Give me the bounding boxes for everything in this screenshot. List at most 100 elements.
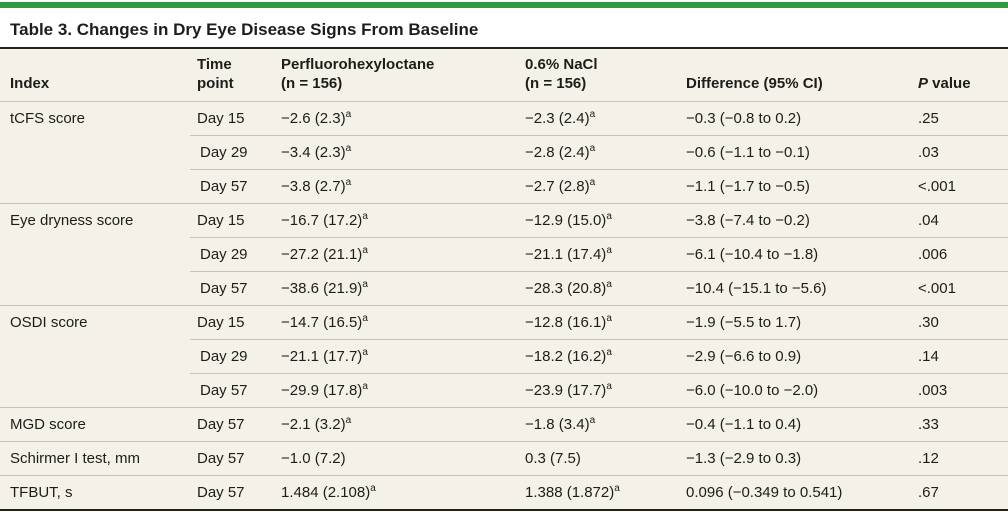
drug-value-cell: −2.6 (2.3)a (274, 101, 518, 136)
p-value-cell: .25 (911, 101, 1008, 136)
time-point-cell: Day 57 (190, 169, 274, 204)
index-cell: Schirmer I test, mm (0, 441, 190, 476)
table-row: OSDI score Day 15 −14.7 (16.5)a −12.8 (16.1… (0, 305, 1008, 408)
p-value-cell: .03 (911, 135, 1008, 170)
time-point-cell: Day 57 (190, 441, 274, 476)
drug-value-cell: −3.8 (2.7)a (274, 169, 518, 204)
p-value-cell: .12 (911, 441, 1008, 476)
time-point-cell: Day 29 (190, 135, 274, 170)
table-row: Day 29 −3.4 (2.3)a −2.8 (2.4)a −0.6 (−1.1 t… (0, 135, 1008, 170)
footnote-marker: a (362, 381, 368, 392)
col-header-time-point: Time point (197, 56, 234, 92)
footnote-marker: a (589, 415, 596, 426)
control-value-cell: −2.7 (2.8)a (518, 169, 679, 204)
drug-value-cell: −1.0 (7.2) (274, 441, 518, 476)
difference-cell: −6.0 (−10.0 to −2.0) (679, 373, 911, 408)
time-point-cell: Day 15 (190, 305, 274, 340)
time-point-cell: Day 57 (190, 407, 274, 442)
time-point-cell: Day 57 (190, 475, 274, 510)
footnote-marker: a (345, 415, 352, 426)
footnote-marker: a (345, 143, 352, 154)
p-value-header-rest: value (928, 75, 971, 92)
footnote-marker: a (589, 143, 596, 154)
p-value-cell: <.001 (911, 169, 1008, 204)
index-cell: MGD score (0, 407, 190, 442)
difference-cell: −10.4 (−15.1 to −5.6) (679, 271, 911, 306)
table-body: tCFS score Day 15 −2.6 (2.3)a −2.3 (2.4)a −0… (0, 101, 1008, 510)
control-value-cell: −23.9 (17.7)a (518, 373, 679, 408)
drug-value-cell: −16.7 (17.2)a (274, 203, 518, 238)
difference-cell: −1.1 (−1.7 to −0.5) (679, 169, 911, 204)
table-row: Eye dryness score Day 15 −16.7 (17.2)a −12.… (0, 203, 1008, 306)
footnote-marker: a (362, 347, 368, 358)
footnote-marker: a (345, 177, 352, 188)
p-value-cell: .003 (911, 373, 1008, 408)
table-row: Day 57 −29.9 (17.8)a −23.9 (17.7)a −6.0 (−1… (0, 373, 1008, 408)
footnote-marker: a (606, 381, 612, 392)
drug-value-cell: −29.9 (17.8)a (274, 373, 518, 408)
footnote-marker: a (362, 211, 368, 222)
difference-cell: −0.6 (−1.1 to −0.1) (679, 135, 911, 170)
control-value-cell: −28.3 (20.8)a (518, 271, 679, 306)
difference-cell: −3.8 (−7.4 to −0.2) (679, 203, 911, 238)
footnote-marker: a (370, 483, 376, 494)
difference-cell: −0.3 (−0.8 to 0.2) (679, 101, 911, 136)
p-value-cell: .33 (911, 407, 1008, 442)
time-point-cell: Day 57 (190, 373, 274, 408)
difference-cell: −2.9 (−6.6 to 0.9) (679, 339, 911, 374)
footnote-marker: a (614, 483, 620, 494)
time-point-cell: Day 15 (190, 101, 274, 136)
p-value-cell: <.001 (911, 271, 1008, 306)
drug-value-cell: 1.484 (2.108)a (274, 475, 518, 510)
p-value-header-italic: P (918, 75, 929, 92)
p-value-cell: .006 (911, 237, 1008, 272)
difference-cell: 0.096 (−0.349 to 0.541) (679, 475, 911, 510)
drug-value-cell: −27.2 (21.1)a (274, 237, 518, 272)
footnote-marker: a (606, 313, 612, 324)
control-value-cell: −2.8 (2.4)a (518, 135, 679, 170)
col-header-difference: Difference (95% CI) (686, 75, 823, 92)
p-value-cell: .14 (911, 339, 1008, 374)
control-value-cell: −18.2 (16.2)a (518, 339, 679, 374)
col-header-index: Index (10, 75, 50, 92)
time-point-cell: Day 57 (190, 271, 274, 306)
table-row: Schirmer I test, mm Day 57 −1.0 (7.2) 0.3 (… (0, 441, 1008, 476)
footnote-marker: a (606, 279, 612, 290)
index-cell: tCFS score (0, 101, 190, 204)
col-header-perfluorohexyloctane: Perfluorohexyloctane (n = 156) (281, 56, 435, 92)
col-header-nacl: 0.6% NaCl (n = 156) (525, 56, 598, 92)
footnote-marker: a (606, 347, 612, 358)
index-cell: TFBUT, s (0, 475, 190, 510)
footnote-marker: a (362, 313, 368, 324)
results-table: Index Time point Perfluorohexyloctane (n… (0, 47, 1008, 511)
time-point-cell: Day 15 (190, 203, 274, 238)
index-cell: Eye dryness score (0, 203, 190, 306)
header-row: Index Time point Perfluorohexyloctane (n… (0, 48, 1008, 102)
drug-value-cell: −3.4 (2.3)a (274, 135, 518, 170)
footnote-marker: a (589, 177, 596, 188)
time-point-cell: Day 29 (190, 237, 274, 272)
table-row: Day 29 −27.2 (21.1)a −21.1 (17.4)a −6.1 (−1… (0, 237, 1008, 272)
control-value-cell: −12.8 (16.1)a (518, 305, 679, 340)
footnote-marker: a (606, 211, 612, 222)
table-row: Day 29 −21.1 (17.7)a −18.2 (16.2)a −2.9 (−6… (0, 339, 1008, 374)
control-value-cell: 1.388 (1.872)a (518, 475, 679, 510)
drug-value-cell: −14.7 (16.5)a (274, 305, 518, 340)
table-row: TFBUT, s Day 57 1.484 (2.108)a 1.388 (1.872… (0, 475, 1008, 510)
footnote-marker: a (589, 109, 596, 120)
control-value-cell: −1.8 (3.4)a (518, 407, 679, 442)
difference-cell: −1.9 (−5.5 to 1.7) (679, 305, 911, 340)
footnote-marker: a (362, 279, 368, 290)
difference-cell: −0.4 (−1.1 to 0.4) (679, 407, 911, 442)
col-header-p-value: P value (911, 48, 1008, 102)
table-row: tCFS score Day 15 −2.6 (2.3)a −2.3 (2.4)a −0… (0, 101, 1008, 204)
footnote-marker: a (345, 109, 352, 120)
table-row: Day 57 −38.6 (21.9)a −28.3 (20.8)a −10.4 (−… (0, 271, 1008, 306)
control-value-cell: −21.1 (17.4)a (518, 237, 679, 272)
drug-value-cell: −2.1 (3.2)a (274, 407, 518, 442)
table-title: Table 3. Changes in Dry Eye Disease Sign… (10, 20, 479, 39)
footnote-marker: a (606, 245, 612, 256)
difference-cell: −6.1 (−10.4 to −1.8) (679, 237, 911, 272)
difference-cell: −1.3 (−2.9 to 0.3) (679, 441, 911, 476)
drug-value-cell: −21.1 (17.7)a (274, 339, 518, 374)
